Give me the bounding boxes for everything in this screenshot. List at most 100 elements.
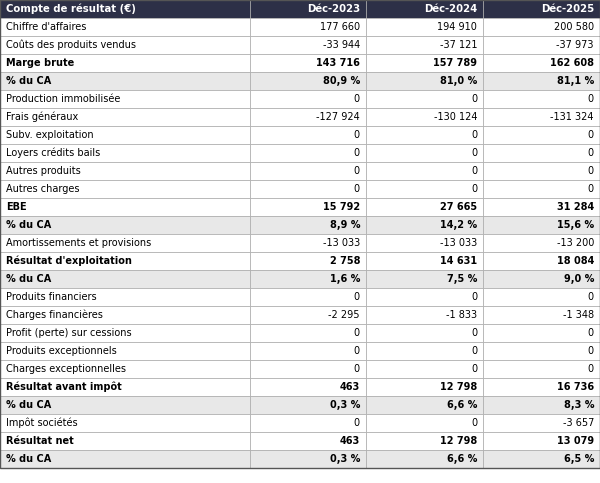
Bar	[250, 0, 366, 18]
Text: -131 324: -131 324	[551, 112, 594, 122]
Bar	[0, 18, 250, 36]
Text: Produits financiers: Produits financiers	[6, 292, 97, 302]
Text: -3 657: -3 657	[563, 418, 594, 428]
Bar	[483, 450, 600, 468]
Text: Subv. exploitation: Subv. exploitation	[6, 130, 94, 140]
Text: 0: 0	[354, 130, 360, 140]
Text: 0: 0	[354, 328, 360, 338]
Bar	[366, 414, 483, 432]
Bar	[366, 198, 483, 216]
Text: 0: 0	[588, 328, 594, 338]
Bar	[366, 360, 483, 378]
Text: 7,5 %: 7,5 %	[446, 274, 477, 284]
Text: -33 944: -33 944	[323, 40, 360, 50]
Bar	[366, 288, 483, 306]
Text: -37 121: -37 121	[439, 40, 477, 50]
Bar	[483, 288, 600, 306]
Bar	[366, 144, 483, 162]
Bar	[366, 90, 483, 108]
Bar	[483, 252, 600, 270]
Bar	[483, 126, 600, 144]
Text: 8,9 %: 8,9 %	[329, 220, 360, 230]
Bar	[250, 324, 366, 342]
Text: 0: 0	[588, 292, 594, 302]
Bar	[366, 450, 483, 468]
Text: Charges financières: Charges financières	[6, 310, 103, 320]
Text: 31 284: 31 284	[557, 202, 594, 212]
Bar	[0, 198, 250, 216]
Text: 12 798: 12 798	[440, 436, 477, 446]
Text: 162 608: 162 608	[550, 58, 594, 68]
Text: -13 033: -13 033	[323, 238, 360, 248]
Bar	[366, 36, 483, 54]
Bar	[250, 342, 366, 360]
Text: 0: 0	[471, 166, 477, 176]
Text: Produits exceptionnels: Produits exceptionnels	[6, 346, 117, 356]
Text: 0,3 %: 0,3 %	[329, 454, 360, 464]
Text: 0: 0	[471, 184, 477, 194]
Bar	[250, 108, 366, 126]
Text: Charges exceptionnelles: Charges exceptionnelles	[6, 364, 126, 374]
Text: 0: 0	[588, 166, 594, 176]
Bar	[250, 306, 366, 324]
Bar	[0, 216, 250, 234]
Bar	[483, 162, 600, 180]
Text: 6,6 %: 6,6 %	[446, 400, 477, 410]
Bar	[250, 144, 366, 162]
Bar	[0, 162, 250, 180]
Text: 177 660: 177 660	[320, 22, 360, 32]
Bar	[0, 108, 250, 126]
Bar	[483, 108, 600, 126]
Text: 0: 0	[471, 418, 477, 428]
Bar	[483, 234, 600, 252]
Bar	[366, 234, 483, 252]
Text: 0: 0	[588, 148, 594, 158]
Text: Marge brute: Marge brute	[6, 58, 74, 68]
Bar	[366, 342, 483, 360]
Text: Profit (perte) sur cessions: Profit (perte) sur cessions	[6, 328, 131, 338]
Bar	[250, 234, 366, 252]
Bar	[366, 252, 483, 270]
Text: 0: 0	[471, 328, 477, 338]
Text: 15 792: 15 792	[323, 202, 360, 212]
Text: 194 910: 194 910	[437, 22, 477, 32]
Bar	[366, 270, 483, 288]
Bar	[250, 126, 366, 144]
Text: 80,9 %: 80,9 %	[323, 76, 360, 86]
Text: -37 973: -37 973	[557, 40, 594, 50]
Bar	[0, 54, 250, 72]
Bar	[250, 36, 366, 54]
Text: 81,0 %: 81,0 %	[440, 76, 477, 86]
Bar	[483, 72, 600, 90]
Text: -1 833: -1 833	[446, 310, 477, 320]
Text: 14,2 %: 14,2 %	[440, 220, 477, 230]
Bar	[483, 306, 600, 324]
Bar	[250, 288, 366, 306]
Text: Déc-2024: Déc-2024	[424, 4, 477, 14]
Bar	[0, 396, 250, 414]
Text: 0: 0	[588, 130, 594, 140]
Bar	[483, 324, 600, 342]
Text: Résultat d'exploitation: Résultat d'exploitation	[6, 256, 132, 266]
Bar	[0, 36, 250, 54]
Bar	[366, 216, 483, 234]
Text: Coûts des produits vendus: Coûts des produits vendus	[6, 40, 136, 50]
Text: 0: 0	[354, 94, 360, 104]
Text: 0: 0	[588, 364, 594, 374]
Text: -1 348: -1 348	[563, 310, 594, 320]
Text: 27 665: 27 665	[440, 202, 477, 212]
Bar	[366, 432, 483, 450]
Text: 463: 463	[340, 436, 360, 446]
Text: 6,5 %: 6,5 %	[563, 454, 594, 464]
Bar	[0, 0, 250, 18]
Text: 463: 463	[340, 382, 360, 392]
Bar	[0, 360, 250, 378]
Text: -127 924: -127 924	[316, 112, 360, 122]
Text: % du CA: % du CA	[6, 76, 51, 86]
Text: -130 124: -130 124	[433, 112, 477, 122]
Bar	[366, 18, 483, 36]
Text: % du CA: % du CA	[6, 220, 51, 230]
Bar	[366, 54, 483, 72]
Text: 13 079: 13 079	[557, 436, 594, 446]
Bar	[366, 378, 483, 396]
